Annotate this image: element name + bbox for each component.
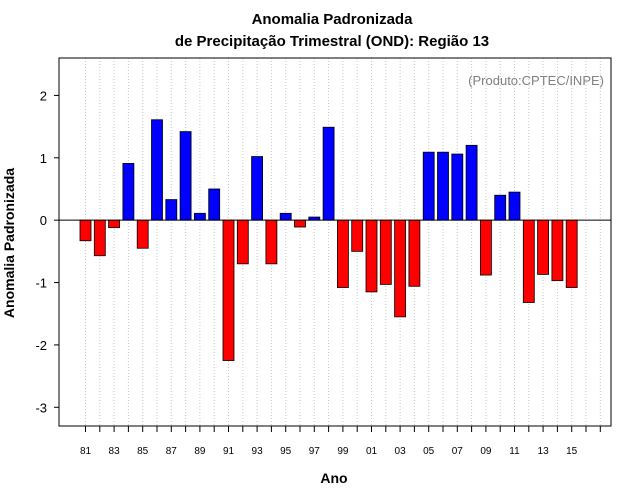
bar-1981 — [79, 219, 92, 242]
bar-1989 — [193, 212, 206, 221]
bars — [79, 119, 578, 361]
x-tick-label: 91 — [223, 446, 235, 457]
chart-title-line2: de Precipitação Trimestral (OND): Região… — [175, 33, 489, 50]
x-tick-label: 93 — [252, 446, 264, 457]
bar-2004 — [408, 219, 421, 287]
bar-2012 — [522, 219, 535, 303]
x-tick-label: 87 — [166, 446, 178, 457]
x-tick-label: 05 — [423, 446, 435, 457]
y-tick-label: -2 — [35, 338, 47, 353]
bar-2011 — [508, 191, 521, 221]
bar-1988 — [179, 131, 192, 221]
y-axis: 2 1 0 -1 -2 -3 — [35, 88, 59, 415]
y-tick-label: 2 — [40, 88, 47, 103]
bar-2006 — [437, 151, 449, 221]
bar-2015 — [565, 219, 578, 288]
y-tick-label: 1 — [40, 151, 47, 166]
x-tick-label: 07 — [452, 446, 464, 457]
x-tick-label: 95 — [280, 446, 292, 457]
x-axis: 81 83 85 87 89 91 93 95 97 99 01 03 05 07 09 11 13 15 — [80, 426, 601, 457]
bar-1985 — [136, 219, 149, 249]
bar-1990 — [208, 188, 221, 221]
x-tick-label: 03 — [395, 446, 407, 457]
bar-1991 — [222, 219, 235, 361]
bar-2013 — [537, 219, 549, 275]
x-tick-label: 13 — [538, 446, 550, 457]
y-tick-label: -1 — [35, 276, 47, 291]
bar-1993 — [251, 156, 264, 221]
bar-1987 — [165, 199, 178, 221]
bar-1999 — [336, 219, 349, 288]
x-tick-label: 81 — [80, 446, 92, 457]
bar-1992 — [236, 219, 249, 265]
bar-2008 — [465, 144, 478, 221]
x-tick-label: 15 — [566, 446, 578, 457]
bar-2010 — [494, 194, 507, 221]
x-tick-label: 85 — [137, 446, 149, 457]
bar-1983 — [108, 219, 120, 229]
x-tick-label: 89 — [194, 446, 206, 457]
plot-frame — [58, 57, 612, 427]
x-tick-label: 83 — [109, 446, 121, 457]
x-tick-label: 99 — [337, 446, 349, 457]
y-tick-label: -3 — [35, 400, 47, 415]
bar-1986 — [151, 119, 163, 221]
bar-1984 — [122, 163, 135, 221]
x-tick-label: 11 — [509, 446, 520, 457]
bar-2000 — [351, 219, 364, 252]
bar-1998 — [322, 126, 335, 221]
bar-2005 — [422, 151, 435, 221]
x-tick-label: 01 — [366, 446, 378, 457]
bar-2007 — [451, 153, 464, 221]
source-annotation: (Produto:CPTEC/INPE) — [468, 73, 604, 88]
bar-1994 — [265, 219, 278, 265]
x-tick-label: 97 — [309, 446, 321, 457]
bar-2002 — [379, 219, 392, 285]
bar-1995 — [279, 212, 292, 221]
y-axis-label: Anomalia Padronizada — [1, 168, 17, 318]
bar-2001 — [365, 219, 378, 293]
bar-2003 — [394, 219, 407, 318]
bar-1996 — [294, 219, 306, 228]
x-axis-label: Ano — [320, 470, 347, 486]
y-tick-label: 0 — [40, 213, 47, 228]
x-tick-label: 09 — [480, 446, 492, 457]
chart-title-line1: Anomalia Padronizada — [252, 11, 414, 28]
bar-2014 — [551, 219, 564, 282]
bar-1982 — [93, 219, 106, 257]
bar-2009 — [479, 219, 492, 276]
